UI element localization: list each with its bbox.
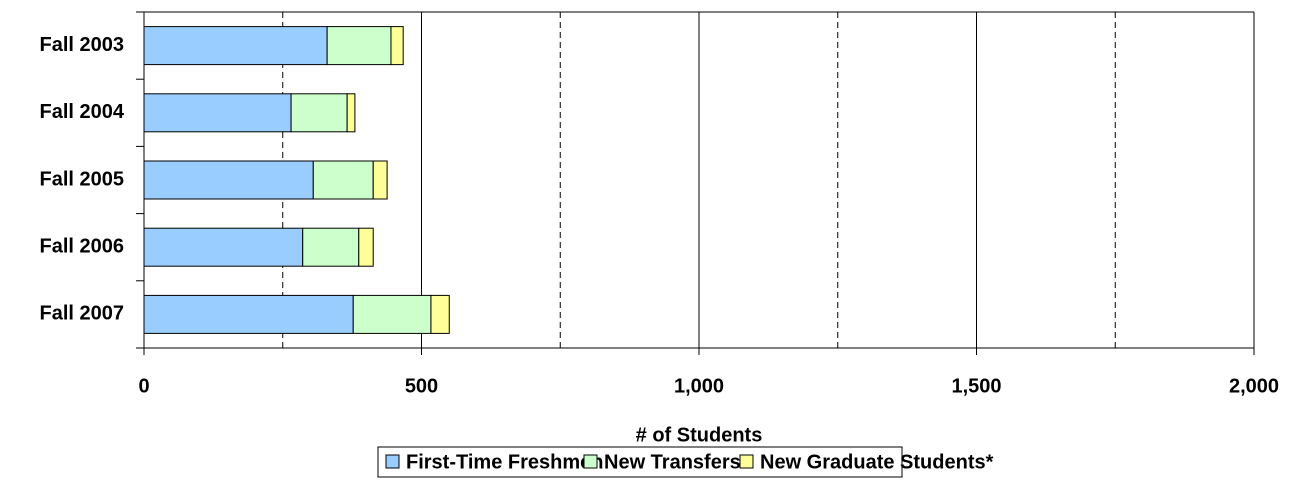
legend-label: New Graduate Students* — [760, 451, 994, 473]
bar-segment — [143, 160, 314, 200]
x-tick-label: 500 — [405, 375, 438, 397]
y-tick-label: Fall 2005 — [39, 168, 124, 190]
y-tick-label: Fall 2004 — [39, 101, 124, 123]
x-tick-label: 1,500 — [951, 375, 1001, 397]
bar-segment — [390, 26, 404, 66]
legend-label: First-Time Freshmen — [406, 451, 603, 473]
legend-box — [377, 446, 903, 478]
y-tick-label: Fall 2006 — [39, 235, 124, 257]
bar-segment — [346, 93, 356, 133]
bar-segment — [143, 93, 292, 133]
bar-segment — [312, 160, 374, 200]
legend-swatch — [583, 454, 598, 469]
bar-segment — [430, 294, 450, 334]
bar-segment — [290, 93, 348, 133]
bar-segment — [358, 227, 374, 267]
y-tick-label: Fall 2003 — [39, 34, 124, 56]
bar-segment — [143, 294, 354, 334]
legend-label: New Transfers — [604, 451, 741, 473]
y-tick-label: Fall 2007 — [39, 303, 124, 325]
legend-swatch — [385, 454, 400, 469]
bar-segment — [302, 227, 360, 267]
bar-segment — [372, 160, 388, 200]
bar-segment — [326, 26, 392, 66]
bar-segment — [143, 227, 304, 267]
bar-segment — [143, 26, 328, 66]
x-axis-title: # of Students — [636, 424, 763, 446]
bar-segment — [352, 294, 432, 334]
x-tick-label: 2,000 — [1229, 375, 1279, 397]
legend-swatch — [739, 454, 754, 469]
x-tick-label: 1,000 — [674, 375, 724, 397]
x-tick-label: 0 — [138, 375, 149, 397]
